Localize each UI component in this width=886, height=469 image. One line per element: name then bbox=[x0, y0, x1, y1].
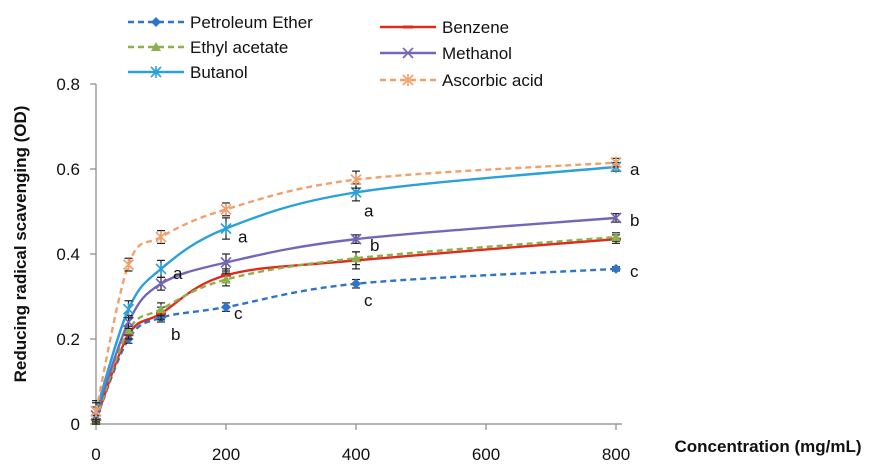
x-tick-label: 800 bbox=[602, 445, 630, 464]
data-point bbox=[220, 203, 232, 216]
series-line bbox=[94, 161, 617, 412]
significance-letter: c bbox=[364, 291, 373, 310]
y-tick-label: 0.6 bbox=[56, 160, 80, 179]
series-methanol: bb bbox=[90, 211, 639, 425]
x-tick-label: 0 bbox=[91, 445, 100, 464]
data-point bbox=[351, 253, 361, 263]
legend-label: Ethyl acetate bbox=[190, 38, 288, 57]
data-point bbox=[221, 302, 231, 313]
data-point bbox=[610, 212, 622, 224]
tick-labels: 0 0.2 0.4 0.6 0.8 0 200 400 600 800 bbox=[56, 75, 630, 464]
legend-label: Ascorbic acid bbox=[442, 71, 543, 90]
data-point bbox=[155, 231, 167, 243]
series-ascorbic-acid bbox=[90, 156, 622, 421]
data-point bbox=[611, 263, 621, 274]
legend-label: Petroleum Ether bbox=[190, 13, 313, 32]
x-tick-label: 400 bbox=[342, 445, 370, 464]
legend-label: Benzene bbox=[442, 18, 509, 37]
legend-item: Methanol bbox=[380, 44, 512, 63]
x-tick-label: 200 bbox=[212, 445, 240, 464]
series-petroleum-ether: b c c c bbox=[91, 262, 639, 425]
significance-letter: c bbox=[234, 304, 243, 323]
axes bbox=[95, 84, 622, 425]
data-point bbox=[155, 262, 167, 275]
legend-item: Benzene bbox=[380, 18, 509, 37]
data-point bbox=[220, 256, 232, 269]
data-point bbox=[351, 278, 361, 289]
significance-letter: a bbox=[364, 201, 374, 220]
legend-marker bbox=[403, 25, 413, 29]
data-point bbox=[221, 274, 231, 284]
x-axis-title: Concentration (mg/mL) bbox=[675, 437, 862, 456]
data-point bbox=[123, 325, 134, 335]
significance-letter: b bbox=[630, 211, 639, 230]
legend-label: Methanol bbox=[442, 44, 512, 63]
legend-label: Butanol bbox=[190, 63, 248, 82]
legend-marker bbox=[402, 74, 414, 86]
data-point bbox=[220, 222, 232, 235]
data-point bbox=[155, 278, 167, 290]
significance-letter: a bbox=[630, 160, 640, 179]
significance-letter: b bbox=[171, 325, 180, 344]
y-axis-title: Reducing radical scavenging (OD) bbox=[11, 106, 30, 383]
y-tick-label: 0.8 bbox=[56, 75, 80, 94]
series-line bbox=[94, 165, 617, 412]
significance-letter: a bbox=[238, 228, 248, 247]
data-point bbox=[156, 304, 166, 314]
y-tick-label: 0 bbox=[71, 415, 80, 434]
legend-item: Petroleum Ether bbox=[128, 13, 313, 32]
data-point bbox=[122, 303, 135, 316]
legend-marker bbox=[151, 17, 161, 27]
series-line bbox=[94, 216, 617, 416]
y-tick-label: 0.4 bbox=[56, 245, 80, 264]
significance-letter: c bbox=[630, 262, 639, 281]
legend-item: Ascorbic acid bbox=[380, 71, 543, 90]
legend: Petroleum Ether Benzene Ethyl acetate Metha… bbox=[128, 13, 543, 90]
legend-item: Ethyl acetate bbox=[128, 38, 288, 57]
data-point bbox=[90, 405, 102, 418]
x-tick-label: 600 bbox=[472, 445, 500, 464]
data-point bbox=[122, 258, 135, 271]
significance-letter: a bbox=[173, 264, 183, 283]
data-point bbox=[611, 232, 621, 241]
legend-marker bbox=[151, 42, 161, 51]
data-point bbox=[350, 173, 362, 186]
legend-item: Butanol bbox=[128, 63, 248, 82]
data-point bbox=[610, 156, 622, 169]
legend-marker bbox=[402, 47, 414, 59]
significance-letter: b bbox=[370, 236, 379, 255]
y-tick-label: 0.2 bbox=[56, 330, 80, 349]
series-line bbox=[94, 267, 617, 421]
data-point bbox=[350, 233, 362, 245]
legend-marker bbox=[150, 66, 162, 78]
